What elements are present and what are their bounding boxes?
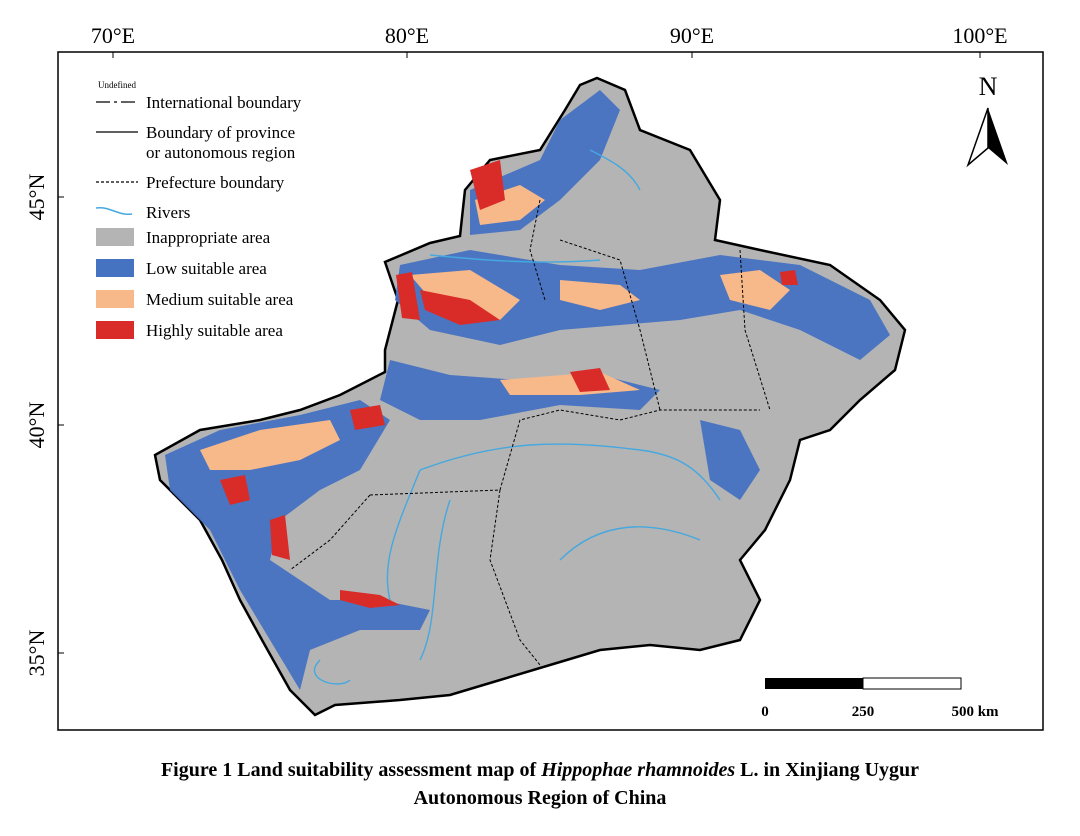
caption-text: Figure 1 Land suitability assessment map… bbox=[160, 759, 542, 781]
caption-italic: Hippophae rhamnoides bbox=[541, 759, 736, 781]
patch bbox=[396, 272, 420, 320]
prefecture-boundary bbox=[529, 199, 546, 301]
latitude-label: 40°N bbox=[24, 402, 49, 449]
patch bbox=[165, 400, 430, 690]
scale-label: 250 bbox=[852, 704, 875, 720]
graticule-labels: 70°E 80°E 90°E 100°E 45°N 40°N 35°N bbox=[24, 23, 1008, 676]
legend-swatch bbox=[96, 290, 134, 308]
longitude-label: 100°E bbox=[952, 23, 1007, 48]
prefecture-boundaries bbox=[289, 199, 771, 666]
patch bbox=[570, 368, 610, 392]
patch bbox=[410, 270, 520, 320]
legend-label: International boundary bbox=[146, 93, 302, 112]
patch bbox=[780, 270, 798, 285]
north-label: N bbox=[979, 72, 998, 101]
legend-label: or autonomous region bbox=[146, 143, 296, 162]
legend-undefined-note: Undefined bbox=[98, 80, 136, 90]
longitude-label: 90°E bbox=[670, 23, 714, 48]
caption-line: Figure 1 Land suitability assessment map… bbox=[0, 756, 1080, 784]
longitude-label: 80°E bbox=[385, 23, 429, 48]
rivers bbox=[313, 149, 721, 685]
scale-label: 0 bbox=[761, 704, 769, 720]
patch bbox=[700, 420, 760, 500]
patch bbox=[350, 405, 385, 430]
patch bbox=[720, 270, 790, 310]
legend: International boundary Boundary of provin… bbox=[95, 93, 302, 340]
scale-segment bbox=[765, 678, 863, 689]
river bbox=[559, 526, 701, 561]
legend-label: Prefecture boundary bbox=[146, 173, 285, 192]
river bbox=[419, 499, 451, 661]
patch bbox=[200, 420, 340, 470]
caption-line: Autonomous Region of China bbox=[413, 787, 667, 809]
legend-swatch bbox=[96, 321, 134, 339]
river bbox=[589, 149, 641, 191]
highly-suitable-patches bbox=[220, 160, 798, 608]
map: N 0 250 500 km Undefined International b… bbox=[24, 23, 1044, 731]
legend-label: Highly suitable area bbox=[146, 321, 283, 340]
latitude-label: 35°N bbox=[24, 630, 49, 677]
legend-label: Inappropriate area bbox=[146, 228, 271, 247]
legend-label: Boundary of province bbox=[146, 123, 295, 142]
legend-label: Medium suitable area bbox=[146, 290, 294, 309]
river bbox=[313, 659, 351, 685]
prefecture-boundary bbox=[739, 249, 771, 411]
longitude-label: 70°E bbox=[91, 23, 135, 48]
caption-text: L. in Xinjiang Uygur bbox=[735, 759, 920, 781]
north-arrow-right bbox=[988, 108, 1008, 165]
prefecture-boundary bbox=[489, 489, 541, 666]
legend-swatch bbox=[96, 228, 134, 246]
prefecture-boundary bbox=[559, 239, 661, 411]
caption: Figure 1 Land suitability assessment map… bbox=[0, 756, 1080, 812]
legend-label: Low suitable area bbox=[146, 259, 267, 278]
scale-label: 500 km bbox=[951, 704, 999, 720]
patch bbox=[340, 590, 400, 608]
patch bbox=[270, 515, 290, 560]
legend-swatch bbox=[96, 259, 134, 277]
legend-label: Rivers bbox=[146, 203, 190, 222]
scale-bar: 0 250 500 km bbox=[761, 677, 999, 720]
river bbox=[386, 469, 421, 601]
prefecture-boundary bbox=[289, 494, 371, 571]
patch bbox=[470, 160, 505, 210]
patch bbox=[220, 475, 250, 505]
latitude-label: 45°N bbox=[24, 174, 49, 221]
river bbox=[429, 254, 601, 263]
north-arrow: N bbox=[966, 72, 1008, 168]
scale-segment bbox=[862, 677, 962, 690]
patch bbox=[420, 290, 500, 325]
river bbox=[419, 443, 721, 501]
patch bbox=[560, 280, 640, 310]
legend-river bbox=[95, 207, 133, 215]
region bbox=[153, 76, 907, 717]
